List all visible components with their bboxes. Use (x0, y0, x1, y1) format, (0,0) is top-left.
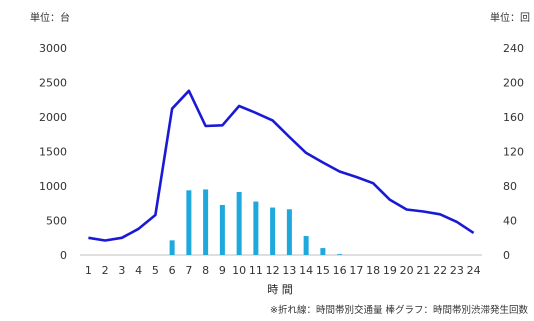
bar (320, 248, 326, 255)
bar (286, 209, 292, 255)
left-tick-label: 2500 (39, 77, 67, 90)
x-tick-label: 23 (450, 264, 464, 277)
right-tick-label: 160 (503, 111, 524, 124)
bar (186, 190, 192, 255)
left-axis: 0 500 1000 1500 2000 2500 3000 (39, 42, 67, 262)
x-tick-label: 18 (366, 264, 380, 277)
left-tick-label: 1500 (39, 146, 67, 159)
x-tick-label: 11 (249, 264, 263, 277)
right-tick-label: 200 (503, 77, 524, 90)
left-tick-label: 1000 (39, 180, 67, 193)
bar (203, 189, 209, 255)
right-tick-label: 120 (503, 146, 524, 159)
bar (219, 204, 225, 255)
x-axis-label: 時 間 (267, 283, 293, 296)
bar (303, 236, 309, 255)
x-tick-label: 1 (85, 264, 92, 277)
x-tick-label: 2 (102, 264, 109, 277)
bar (337, 254, 343, 255)
x-tick-label: 17 (349, 264, 363, 277)
right-axis-unit: 単位：回 (490, 11, 530, 24)
chart-note: ※折れ線：時間帯別交通量 棒グラフ：時間帯別渋滞発生回数 (270, 304, 528, 316)
x-tick-label: 20 (400, 264, 414, 277)
bar (169, 240, 175, 255)
left-tick-label: 3000 (39, 42, 67, 55)
x-tick-label: 22 (433, 264, 447, 277)
x-tick-label: 8 (202, 264, 209, 277)
line-series (88, 89, 475, 242)
bar-series (169, 189, 343, 255)
left-tick-label: 0 (60, 249, 67, 262)
x-axis: 1 2 3 4 5 6 7 8 9 10 11 12 13 14 15 16 17 18 19 20 21 22 23 24 (85, 264, 481, 277)
x-tick-label: 14 (299, 264, 313, 277)
x-tick-label: 12 (266, 264, 280, 277)
x-tick-label: 6 (169, 264, 176, 277)
x-tick-label: 24 (467, 264, 481, 277)
right-tick-label: 80 (503, 180, 517, 193)
right-tick-label: 240 (503, 42, 524, 55)
x-tick-label: 5 (152, 264, 159, 277)
x-tick-label: 10 (232, 264, 246, 277)
x-tick-label: 19 (383, 264, 397, 277)
x-tick-label: 3 (118, 264, 125, 277)
x-tick-label: 4 (135, 264, 142, 277)
x-tick-label: 15 (316, 264, 330, 277)
x-tick-label: 9 (219, 264, 226, 277)
x-tick-label: 13 (282, 264, 296, 277)
bar (270, 207, 276, 255)
bar (253, 201, 259, 255)
right-axis: 0 40 80 120 160 200 240 (503, 42, 524, 262)
x-tick-label: 21 (416, 264, 430, 277)
left-axis-unit: 単位：台 (30, 11, 70, 24)
left-tick-label: 2000 (39, 111, 67, 124)
right-tick-label: 40 (503, 215, 517, 228)
bar (236, 192, 242, 255)
x-tick-label: 7 (185, 264, 192, 277)
right-tick-label: 0 (503, 249, 510, 262)
left-tick-label: 500 (46, 215, 67, 228)
x-tick-label: 16 (333, 264, 347, 277)
